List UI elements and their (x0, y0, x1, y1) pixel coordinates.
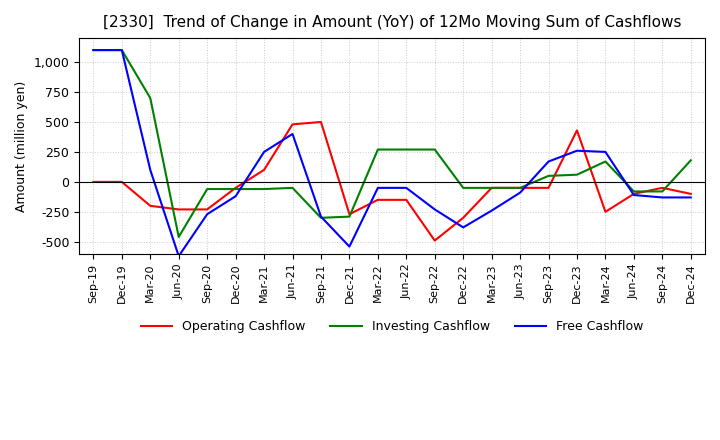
Free Cashflow (260, 149, 269, 154)
Free Cashflow (231, 194, 240, 199)
Free Cashflow (544, 159, 553, 164)
Investing Cashflow (317, 215, 325, 220)
Free Cashflow (487, 208, 496, 213)
Free Cashflow (146, 167, 155, 172)
Investing Cashflow (629, 189, 638, 194)
Investing Cashflow (516, 185, 524, 191)
Line: Free Cashflow: Free Cashflow (94, 50, 690, 256)
Operating Cashflow (174, 207, 183, 212)
Operating Cashflow (89, 179, 98, 184)
Free Cashflow (629, 192, 638, 198)
Operating Cashflow (317, 119, 325, 125)
Investing Cashflow (658, 189, 667, 194)
Operating Cashflow (487, 185, 496, 191)
Operating Cashflow (345, 212, 354, 217)
Investing Cashflow (288, 185, 297, 191)
Free Cashflow (431, 207, 439, 212)
Free Cashflow (516, 190, 524, 195)
Line: Investing Cashflow: Investing Cashflow (94, 50, 690, 237)
Operating Cashflow (572, 128, 581, 133)
Operating Cashflow (402, 197, 410, 202)
Investing Cashflow (374, 147, 382, 152)
Operating Cashflow (431, 238, 439, 243)
Operating Cashflow (658, 185, 667, 191)
Free Cashflow (601, 149, 610, 154)
Operating Cashflow (516, 185, 524, 191)
Operating Cashflow (231, 185, 240, 191)
Operating Cashflow (686, 191, 695, 197)
Operating Cashflow (203, 207, 212, 212)
Operating Cashflow (374, 197, 382, 202)
Legend: Operating Cashflow, Investing Cashflow, Free Cashflow: Operating Cashflow, Investing Cashflow, … (136, 315, 649, 338)
Free Cashflow (117, 48, 126, 53)
Investing Cashflow (146, 95, 155, 101)
Investing Cashflow (572, 172, 581, 177)
Investing Cashflow (431, 147, 439, 152)
Free Cashflow (89, 48, 98, 53)
Free Cashflow (345, 244, 354, 249)
Investing Cashflow (174, 235, 183, 240)
Free Cashflow (572, 148, 581, 154)
Investing Cashflow (402, 147, 410, 152)
Operating Cashflow (288, 122, 297, 127)
Investing Cashflow (459, 185, 467, 191)
Free Cashflow (374, 185, 382, 191)
Investing Cashflow (345, 214, 354, 219)
Operating Cashflow (601, 209, 610, 214)
Free Cashflow (317, 214, 325, 219)
Free Cashflow (203, 212, 212, 217)
Investing Cashflow (203, 187, 212, 192)
Investing Cashflow (601, 159, 610, 164)
Investing Cashflow (487, 185, 496, 191)
Operating Cashflow (629, 191, 638, 197)
Operating Cashflow (459, 215, 467, 220)
Investing Cashflow (544, 173, 553, 179)
Investing Cashflow (231, 187, 240, 192)
Title: [2330]  Trend of Change in Amount (YoY) of 12Mo Moving Sum of Cashflows: [2330] Trend of Change in Amount (YoY) o… (103, 15, 681, 30)
Investing Cashflow (260, 187, 269, 192)
Free Cashflow (658, 195, 667, 200)
Operating Cashflow (260, 167, 269, 172)
Operating Cashflow (146, 203, 155, 209)
Free Cashflow (288, 131, 297, 136)
Free Cashflow (174, 253, 183, 259)
Free Cashflow (686, 195, 695, 200)
Investing Cashflow (89, 48, 98, 53)
Operating Cashflow (117, 179, 126, 184)
Y-axis label: Amount (million yen): Amount (million yen) (15, 81, 28, 212)
Investing Cashflow (686, 158, 695, 163)
Operating Cashflow (544, 185, 553, 191)
Investing Cashflow (117, 48, 126, 53)
Free Cashflow (402, 185, 410, 191)
Free Cashflow (459, 225, 467, 230)
Line: Operating Cashflow: Operating Cashflow (94, 122, 690, 241)
